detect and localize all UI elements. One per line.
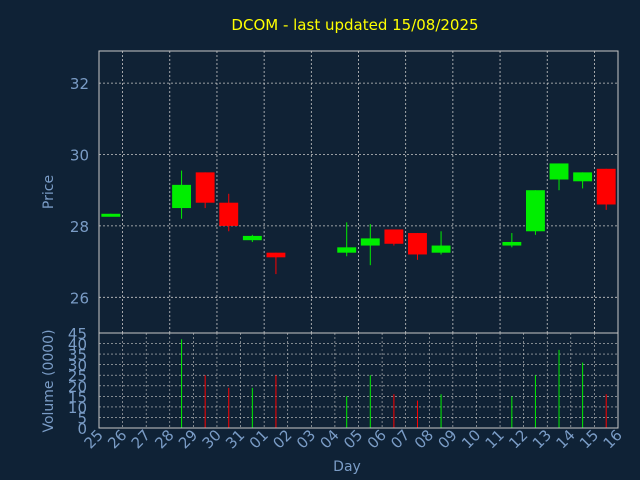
x-axis-label: Day <box>333 459 361 475</box>
price-tick-label: 26 <box>70 289 89 307</box>
candle-body <box>384 229 404 244</box>
volume-tick-label: 25 <box>68 367 87 385</box>
volume-bars <box>181 339 607 428</box>
candle-body <box>337 247 357 253</box>
candle-body <box>219 202 239 226</box>
candle-body <box>172 184 192 209</box>
volume-tick-label: 5 <box>77 409 87 427</box>
candle-body <box>573 172 593 182</box>
candle-body <box>266 252 286 258</box>
price-tick-label: 32 <box>70 75 89 93</box>
volume-tick-label: 40 <box>68 336 87 354</box>
candle-body <box>195 172 215 203</box>
candle-body <box>549 163 569 180</box>
candle-body <box>431 245 451 253</box>
candle-body <box>360 238 380 246</box>
price-axis-label: Price <box>41 175 57 209</box>
price-tick-label: 28 <box>70 218 89 236</box>
grid-layer <box>99 51 618 429</box>
candle-body <box>502 241 522 246</box>
chart-title: DCOM - last updated 15/08/2025 <box>231 16 478 34</box>
volume-tick-label: 10 <box>68 399 87 417</box>
candle-body <box>242 235 262 241</box>
panel-frames <box>98 50 619 429</box>
volume-axis-label: Volume (0000) <box>41 329 57 432</box>
volume-panel <box>99 333 618 428</box>
candles <box>101 163 616 275</box>
volume-tick-label: 45 <box>68 325 87 343</box>
volume-tick-label: 30 <box>68 357 87 375</box>
price-tick-label: 30 <box>70 147 89 165</box>
candle-body <box>596 168 616 205</box>
volume-tick-label: 15 <box>68 388 87 406</box>
volume-tick-label: 35 <box>68 346 87 364</box>
candle-body <box>408 233 427 255</box>
volume-tick-label: 20 <box>68 378 87 396</box>
candle-body <box>525 190 545 232</box>
volume-panel-frame <box>98 332 619 429</box>
candle-body <box>101 213 121 217</box>
volume-tick-label: 0 <box>77 420 87 438</box>
